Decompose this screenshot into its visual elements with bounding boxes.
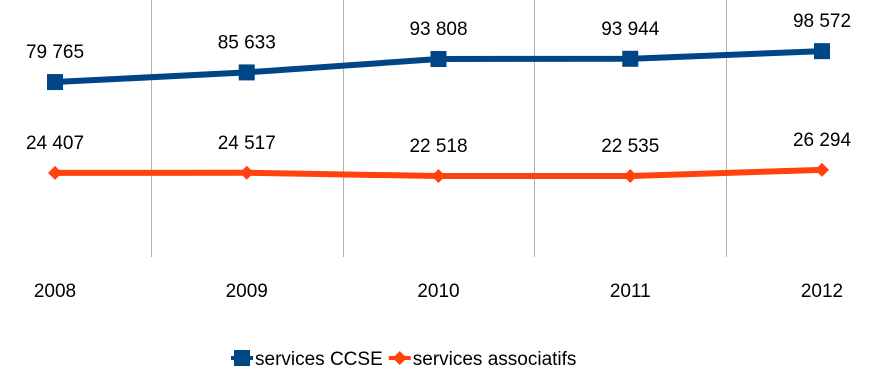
legend-label-services-ccse: services CCSE bbox=[255, 349, 383, 370]
data-point-services-ccse-marker bbox=[238, 64, 255, 81]
x-tick-label: 2011 bbox=[610, 281, 651, 302]
x-tick-label: 2012 bbox=[801, 281, 843, 302]
legend-services-ccse-marker bbox=[234, 350, 250, 366]
legend: services CCSE services associatifs bbox=[231, 349, 576, 370]
legend-label-services-associatifs: services associatifs bbox=[413, 349, 577, 370]
data-label-services-ccse: 98 572 bbox=[793, 11, 851, 32]
data-point-services-ccse-marker bbox=[814, 43, 830, 60]
series-lines bbox=[54, 48, 823, 180]
data-label-services-associatifs: 22 535 bbox=[601, 136, 659, 157]
x-tick-label: 2010 bbox=[417, 281, 459, 302]
data-label-services-ccse: 79 765 bbox=[26, 42, 84, 63]
data-point-services-associatifs-marker bbox=[431, 169, 446, 184]
data-label-services-ccse: 93 808 bbox=[409, 19, 467, 40]
data-point-services-associatifs-marker bbox=[815, 162, 829, 177]
x-tick-label: 2008 bbox=[34, 281, 76, 302]
data-label-services-ccse: 93 944 bbox=[601, 19, 660, 40]
legend-services-associatifs-marker bbox=[392, 351, 407, 365]
x-axis-tick-labels: 2008 2009 2010 2011 2012 bbox=[34, 281, 843, 302]
gridlines bbox=[151, 0, 727, 257]
data-point-services-associatifs-marker bbox=[239, 165, 254, 180]
data-label-services-ccse: 85 633 bbox=[218, 32, 276, 53]
data-point-services-associatifs-marker bbox=[48, 165, 62, 180]
data-point-services-ccse-marker bbox=[47, 74, 63, 91]
data-label-services-associatifs: 22 518 bbox=[409, 136, 467, 157]
x-tick-label: 2009 bbox=[226, 281, 268, 302]
data-label-services-associatifs: 24 517 bbox=[218, 133, 276, 154]
data-label-services-associatifs: 26 294 bbox=[793, 130, 852, 151]
data-point-services-ccse-marker bbox=[430, 50, 447, 67]
data-point-services-associatifs-marker bbox=[623, 169, 638, 184]
data-labels: 79 765 85 633 93 808 93 944 98 572 24 407 24 5… bbox=[26, 11, 852, 157]
data-point-services-ccse-marker bbox=[622, 50, 639, 67]
series-markers bbox=[47, 43, 830, 184]
data-label-services-associatifs: 24 407 bbox=[26, 133, 84, 154]
